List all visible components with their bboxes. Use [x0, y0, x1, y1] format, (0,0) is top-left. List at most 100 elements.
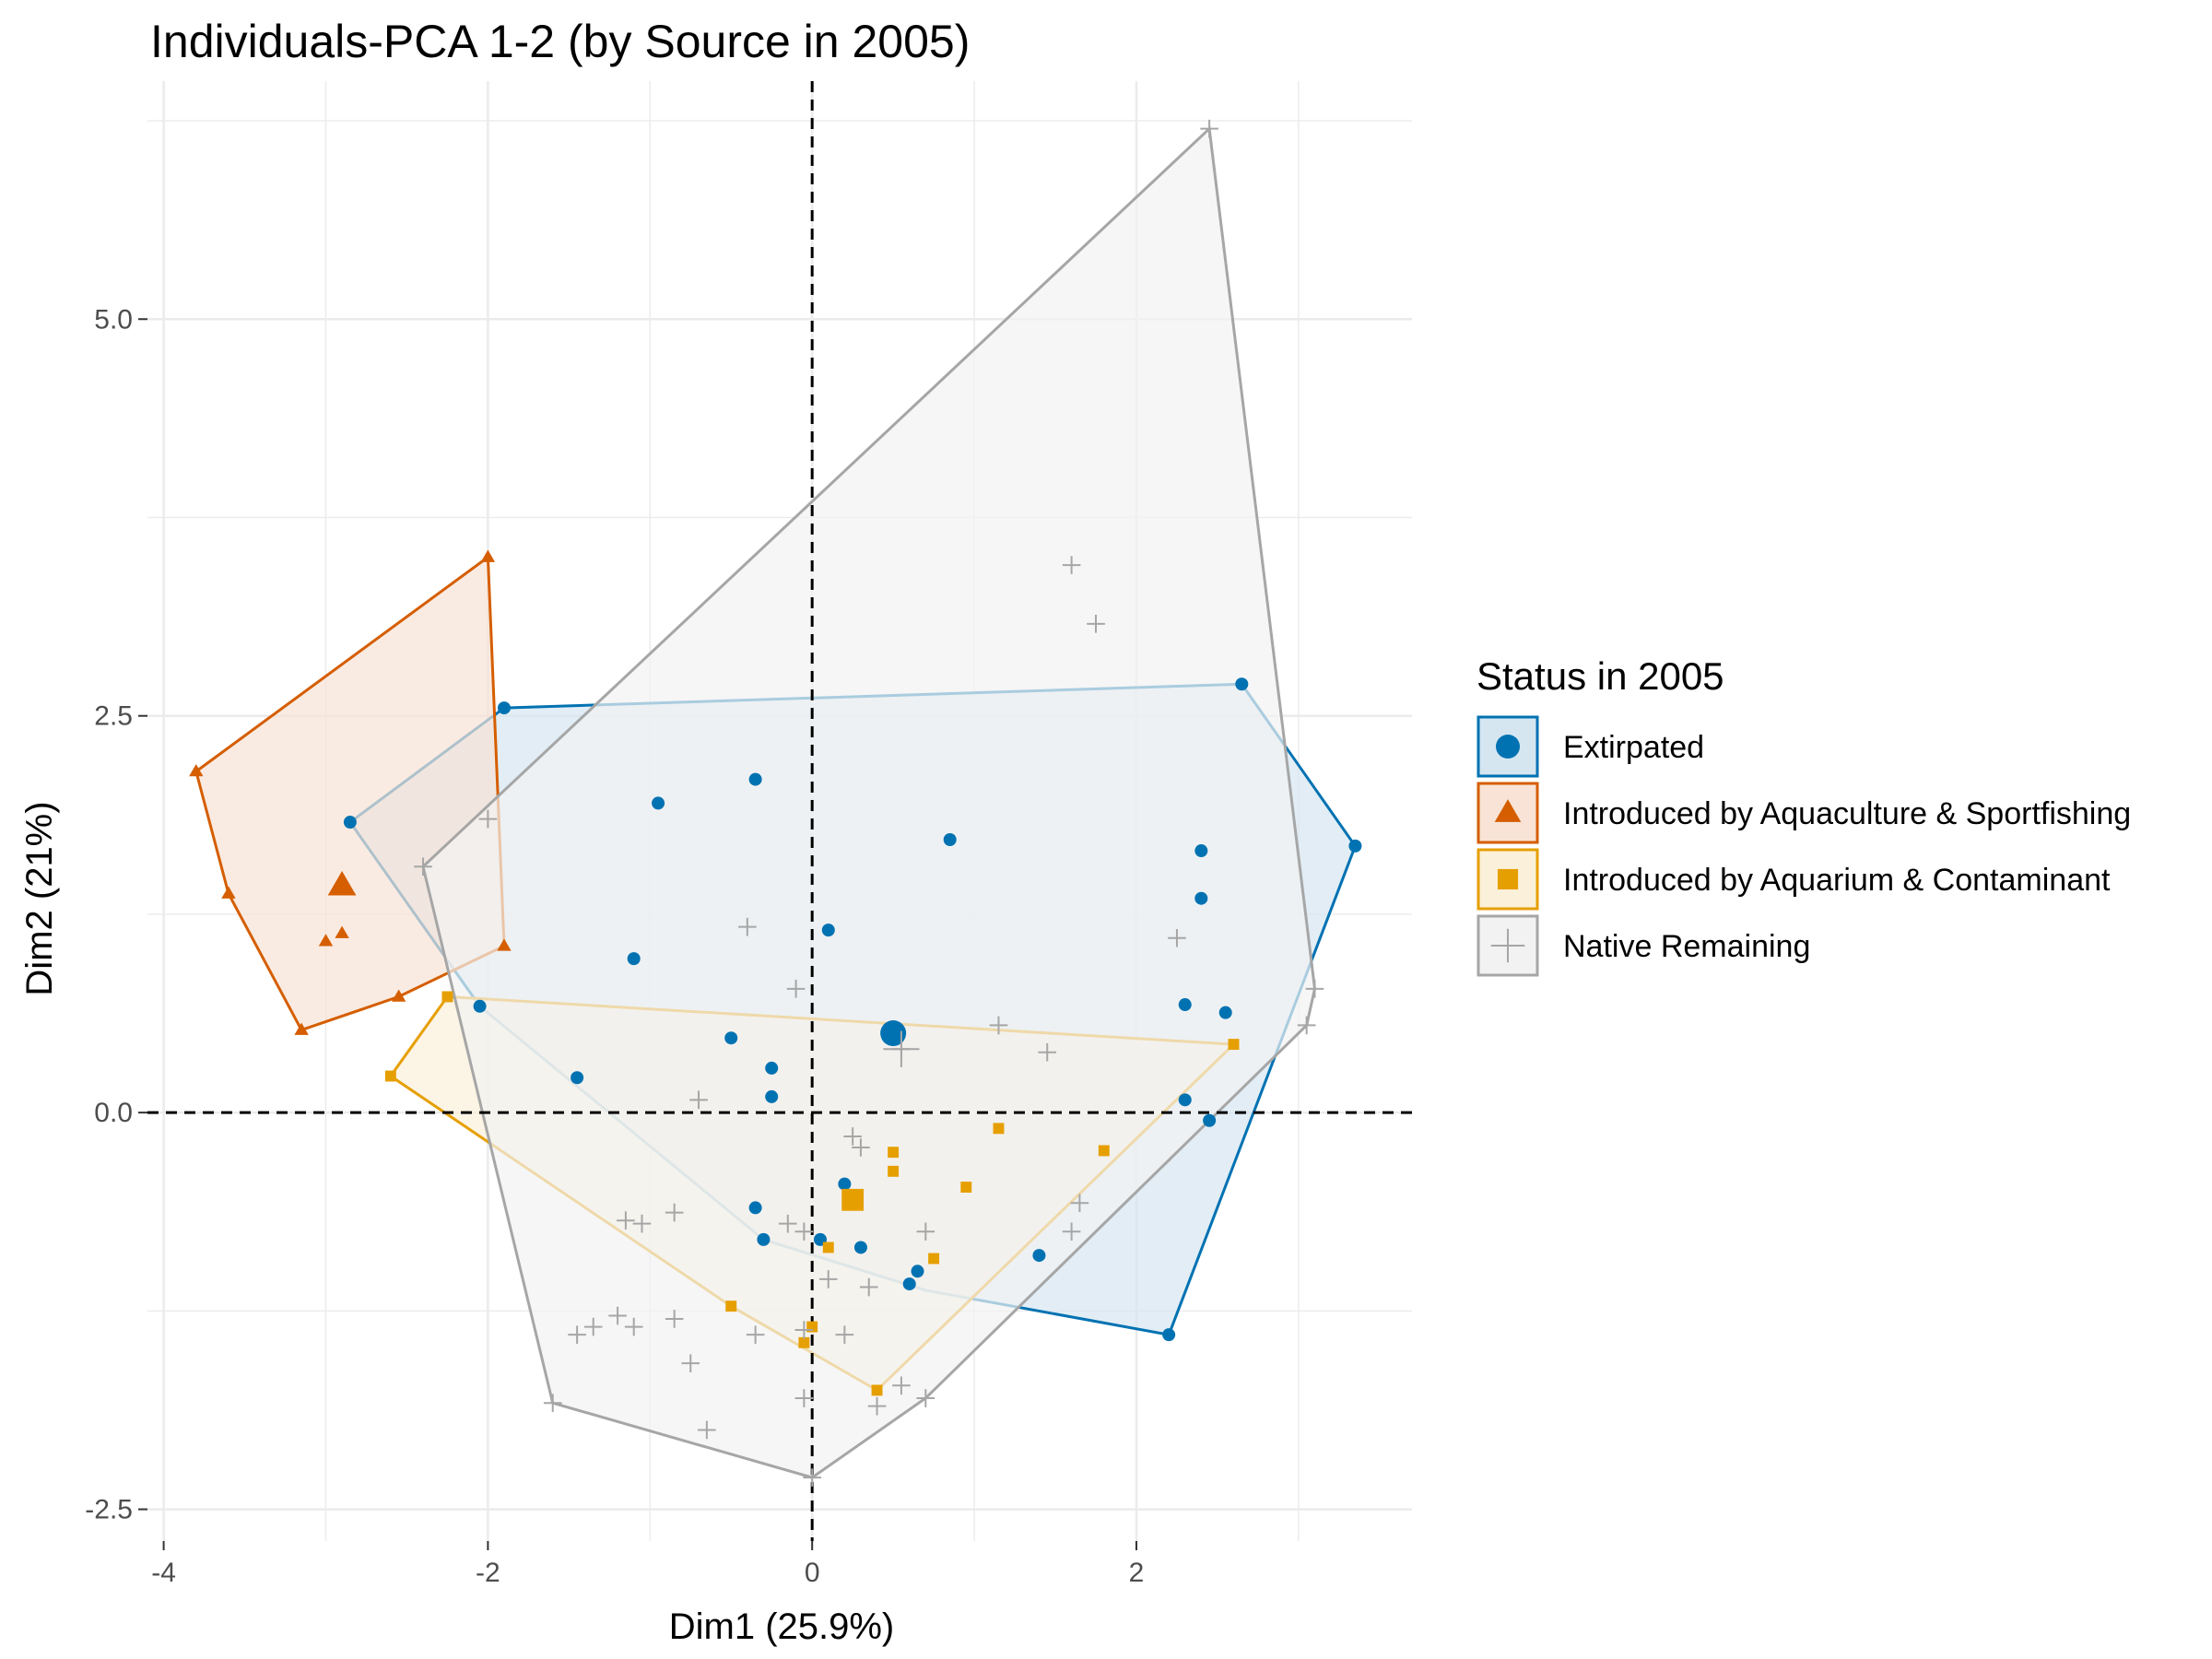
y-axis-title: Dim2 (21%)	[19, 801, 60, 995]
point-series-1	[765, 1089, 779, 1103]
point-series-4	[794, 1389, 814, 1407]
point-series-1	[1178, 998, 1192, 1012]
point-series-4	[859, 1277, 878, 1297]
point-series-1	[911, 1265, 924, 1278]
point-series-4	[867, 1396, 887, 1416]
point-series-3	[928, 1253, 940, 1265]
legend-marker-4	[1490, 928, 1525, 963]
point-series-3	[1098, 1145, 1110, 1157]
point-series-1	[1162, 1328, 1176, 1342]
point-series-4	[1062, 1222, 1081, 1241]
point-series-2	[294, 1022, 309, 1035]
point-series-1	[1032, 1249, 1046, 1263]
point-series-4	[624, 1317, 643, 1336]
point-series-1	[748, 772, 762, 786]
point-series-3	[822, 1241, 834, 1253]
point-series-4	[698, 1420, 716, 1440]
point-series-4	[786, 980, 806, 998]
legend-label-4: Native Remaining	[1563, 929, 1810, 964]
point-series-4	[835, 1325, 854, 1344]
point-series-4	[583, 1317, 603, 1336]
point-series-4	[892, 1376, 911, 1395]
point-series-4	[632, 1214, 652, 1233]
x-tick-label: -2	[476, 1558, 500, 1588]
point-series-4	[916, 1222, 935, 1241]
point-series-3	[871, 1384, 883, 1396]
point-series-4	[989, 1016, 1008, 1035]
point-series-4	[543, 1394, 562, 1413]
point-series-4	[1305, 980, 1324, 998]
point-series-4	[1070, 1194, 1089, 1213]
point-series-1	[1203, 1113, 1217, 1127]
point-series-4	[617, 1211, 635, 1230]
point-series-3	[888, 1147, 900, 1159]
axes: -4 -2 0 2 -2.5 0.0 2.5 5.0	[85, 304, 1144, 1588]
point-series-3	[888, 1165, 900, 1177]
point-series-4	[689, 1090, 708, 1110]
reference-lines	[147, 81, 1412, 1541]
point-series-1	[838, 1177, 852, 1191]
point-series-1	[627, 952, 641, 966]
point-series-1	[1218, 1006, 1232, 1019]
legend-marker-1	[1496, 735, 1520, 759]
point-series-2	[189, 763, 204, 777]
point-series-3	[1228, 1039, 1240, 1051]
centroid-series-4	[883, 1030, 920, 1067]
point-series-4	[778, 1214, 797, 1233]
point-series-4	[608, 1306, 627, 1325]
chart-title: Individuals-PCA 1-2 (by Source in 2005)	[150, 16, 970, 67]
point-series-3	[960, 1182, 972, 1194]
legend-title: Status in 2005	[1477, 654, 1724, 698]
point-series-4	[665, 1203, 684, 1222]
legend-label-3: Introduced by Aquarium & Contaminant	[1563, 863, 2111, 898]
x-tick-label: 2	[1129, 1558, 1145, 1588]
point-series-1	[473, 999, 487, 1013]
point-series-4	[916, 1389, 935, 1407]
point-series-1	[1235, 677, 1249, 691]
point-series-1	[497, 701, 511, 715]
x-tick-label: -4	[151, 1558, 176, 1588]
centroid-series-1	[880, 1020, 907, 1047]
centroid-series-3	[841, 1188, 865, 1211]
point-series-4	[818, 1270, 838, 1288]
y-tick-label: -2.5	[85, 1495, 133, 1525]
point-series-4	[568, 1325, 586, 1344]
point-series-4	[803, 1468, 821, 1487]
point-series-1	[1194, 844, 1208, 858]
y-tick-label: 0.0	[94, 1098, 133, 1128]
legend-marker-3	[1497, 868, 1519, 890]
centroid-series-2	[327, 870, 357, 896]
point-series-1	[724, 1031, 738, 1045]
legend: Status in 2005 Extirpated Introduced by A…	[1477, 654, 2131, 977]
point-series-3	[993, 1123, 1005, 1135]
group-hulls	[194, 125, 1358, 1479]
point-series-4	[1297, 1016, 1316, 1035]
point-series-4	[478, 809, 498, 829]
point-series-1	[853, 1241, 867, 1254]
point-series-1	[1194, 891, 1208, 905]
point-series-4	[1087, 615, 1105, 633]
y-tick-label: 2.5	[94, 701, 133, 732]
point-series-4	[414, 857, 432, 877]
point-series-1	[765, 1061, 779, 1075]
point-series-4	[1200, 119, 1218, 138]
point-series-4	[738, 917, 757, 936]
point-series-1	[571, 1071, 584, 1085]
point-series-4	[794, 1222, 814, 1241]
point-series-2	[480, 549, 496, 562]
point-series-2	[391, 989, 406, 1002]
point-series-2	[335, 925, 349, 938]
point-series-3	[798, 1336, 810, 1348]
point-series-4	[843, 1127, 862, 1146]
data-points	[189, 119, 1362, 1487]
legend-label-1: Extirpated	[1563, 730, 1704, 765]
point-series-2	[318, 934, 334, 947]
point-series-1	[902, 1277, 916, 1291]
hull-series-4	[421, 125, 1317, 1479]
y-tick-label: 5.0	[94, 304, 133, 335]
point-series-4	[852, 1138, 870, 1157]
point-series-4	[794, 1321, 814, 1339]
point-series-4	[1038, 1042, 1057, 1062]
x-axis-title: Dim1 (25.9%)	[669, 1606, 895, 1647]
